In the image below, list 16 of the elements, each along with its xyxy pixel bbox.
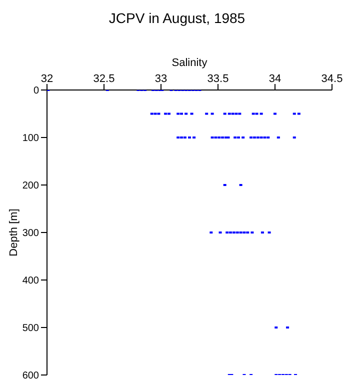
- chart-title: JCPV in August, 1985: [108, 10, 246, 26]
- y-tick-label: 600: [22, 370, 40, 382]
- y-tick-label: 500: [22, 323, 40, 334]
- x-tick-label: 32: [40, 73, 54, 85]
- x-tick-label: 33: [154, 73, 168, 85]
- y-tick-label: 300: [22, 228, 40, 240]
- x-tick-label: 33.5: [207, 73, 229, 85]
- x-tick-label: 32.5: [93, 73, 115, 85]
- y-tick-label: 0: [33, 86, 40, 97]
- x-axis-title: Salinity: [172, 56, 208, 69]
- y-tick-label: 400: [22, 276, 40, 287]
- x-tick-label: 34.5: [321, 73, 343, 85]
- y-axis-title: Depth [m]: [8, 208, 20, 256]
- y-tick-label: 100: [22, 133, 40, 144]
- y-tick-label: 200: [22, 180, 40, 192]
- x-tick-label: 34: [268, 73, 282, 85]
